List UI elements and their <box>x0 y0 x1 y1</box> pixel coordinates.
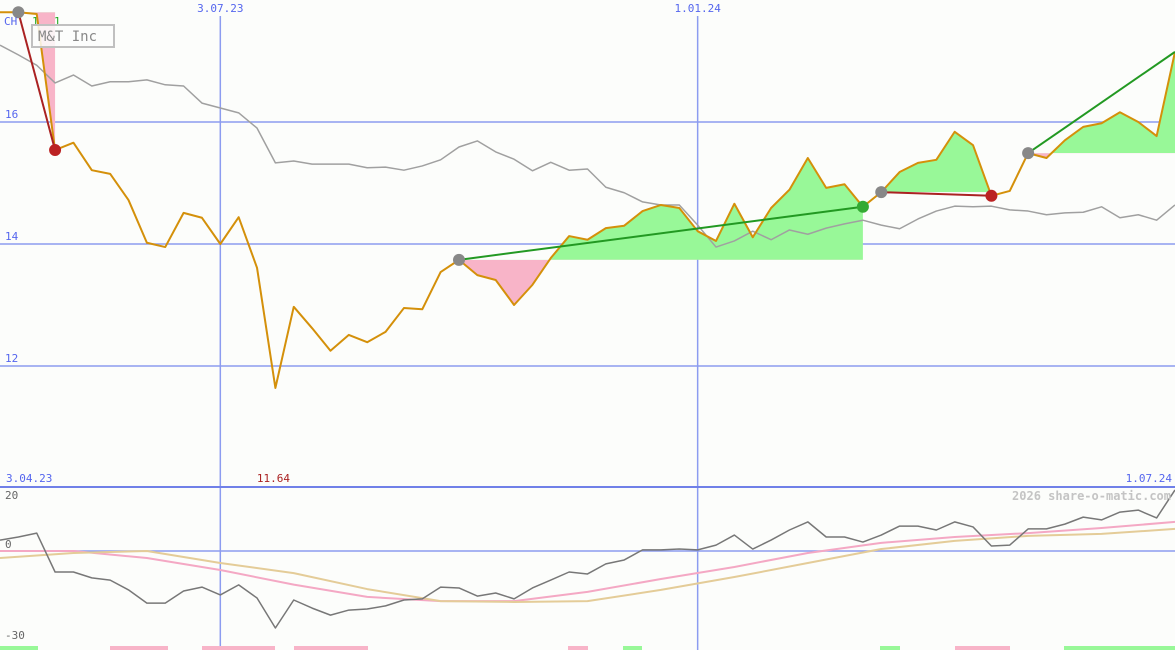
chart-title: M&T Inc <box>38 29 97 45</box>
trade-line <box>458 205 864 261</box>
y-tick-label: 14 <box>5 230 19 243</box>
x-tick-label: 1.07.24 <box>1126 472 1173 485</box>
y-tick-label: 16 <box>5 108 18 121</box>
volume-bar <box>110 646 168 650</box>
gain-fill <box>458 157 863 260</box>
osc-tick-label: 0 <box>5 538 12 551</box>
x-tick-label: 3.07.23 <box>197 2 243 15</box>
corner-mark: 1 <box>54 15 61 28</box>
volume-bar <box>955 646 1010 650</box>
trade-entry-marker <box>12 6 25 19</box>
compare-line <box>0 44 1175 248</box>
corner-label: CH <box>4 15 17 28</box>
osc-tick-label: -30 <box>5 629 25 642</box>
trade-entry-marker <box>452 253 465 266</box>
watermark: 2026 share-o-matic.com <box>1012 489 1171 503</box>
axis-labels: CH 1 1 M&T Inc 2026 share-o-matic.com 16… <box>4 2 1172 642</box>
min-price-label: 11.64 <box>257 472 290 485</box>
volume-bar <box>623 646 642 650</box>
volume-bar <box>568 646 588 650</box>
gain-fill <box>881 131 992 193</box>
trade-line <box>881 191 992 197</box>
volume-bar <box>202 646 275 650</box>
gain-fill <box>1028 51 1175 154</box>
trade-entry-marker <box>1022 147 1035 160</box>
volume-bar <box>880 646 900 650</box>
trade-exit-marker <box>985 189 998 202</box>
grid <box>0 16 1175 650</box>
osc-fast-line <box>0 520 1175 603</box>
title-box <box>31 24 115 48</box>
osc-slow-line <box>0 527 1175 603</box>
volume-bar <box>0 646 38 650</box>
osc-line <box>0 489 1175 629</box>
osc-tick-label: 20 <box>5 489 18 502</box>
loss-fill <box>458 259 863 305</box>
loss-fill <box>1028 153 1175 158</box>
volume-bar <box>294 646 368 650</box>
volume-bar <box>1064 646 1175 650</box>
corner-mark: 1 <box>32 15 39 28</box>
trade-exit-marker <box>49 144 62 157</box>
trade-line <box>1027 51 1175 154</box>
trade-line <box>17 11 57 151</box>
x-tick-label: 3.04.23 <box>6 472 52 485</box>
trade-markers <box>12 6 1175 266</box>
y-tick-label: 12 <box>5 352 18 365</box>
trade-exit-marker <box>856 200 869 213</box>
trade-entry-marker <box>875 186 888 199</box>
x-tick-label: 1.01.24 <box>674 2 721 15</box>
trade-fills <box>18 12 1175 305</box>
series-lines <box>0 11 1175 650</box>
price-line <box>0 11 1175 389</box>
